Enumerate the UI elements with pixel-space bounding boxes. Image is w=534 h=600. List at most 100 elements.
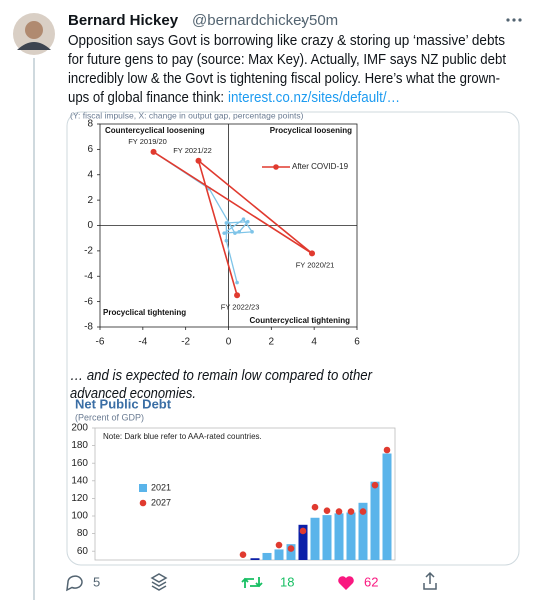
y-tick-label: -4 [84, 271, 93, 282]
note: Note: Dark blue refer to AAA-rated count… [103, 432, 262, 441]
bar [310, 517, 320, 560]
share-button[interactable] [423, 571, 437, 590]
bar [334, 513, 344, 560]
data-point [224, 221, 229, 225]
link[interactable]: interest.co.nz/sites/default/… [228, 89, 400, 106]
data-point [235, 280, 239, 285]
separator: · [300, 12, 305, 29]
y-tick-label: 160 [71, 458, 88, 469]
reply-button[interactable] [66, 575, 83, 592]
bar [250, 558, 260, 560]
y-tick-label: -8 [84, 322, 93, 333]
marker [383, 446, 391, 454]
tweet-text: for future gens to pay (source: Max Key)… [68, 51, 507, 68]
marker [323, 507, 331, 515]
y-tick-label: 6 [87, 144, 93, 155]
x-tick-label: -2 [181, 337, 190, 348]
legend-label: 2021 [151, 482, 171, 492]
data-point [195, 157, 202, 164]
legend-swatch [139, 499, 147, 507]
legend-swatch [139, 484, 147, 492]
quadrant-label: Procyclical tightening [103, 308, 186, 317]
marker [335, 508, 343, 515]
caption: … and is expected to remain low compared… [70, 367, 373, 384]
tweet-text: incredibly low & the Govt is tightening … [68, 70, 500, 87]
quadrant-label: Countercyclical loosening [105, 126, 205, 135]
y-tick-label: 120 [71, 493, 88, 504]
x-tick-label: 2 [269, 337, 275, 348]
y-tick-label: 100 [71, 511, 88, 522]
point-label: FY 2019/20 [128, 137, 167, 146]
y-tick-label: 2 [87, 195, 93, 206]
quadrant-label: Countercyclical tightening [250, 316, 351, 325]
data-point [150, 148, 157, 155]
reply-count: 5 [93, 574, 100, 589]
y-tick-label: 8 [87, 119, 93, 130]
point-label: FY 2022/23 [221, 302, 260, 311]
media-card[interactable] [66, 111, 520, 566]
data-point [233, 231, 237, 235]
chart-subtitle: (Percent of GDP) [75, 412, 144, 422]
y-tick-label: 4 [87, 169, 93, 180]
bar [322, 515, 332, 560]
data-point [234, 292, 241, 299]
x-tick-label: -6 [96, 337, 105, 348]
bar [358, 502, 368, 560]
author-name[interactable]: Bernard Hickey [68, 12, 179, 29]
bar [382, 453, 392, 560]
point-label: FY 2021/22 [173, 146, 212, 155]
data-point [241, 217, 246, 221]
y-tick-label: 200 [71, 423, 88, 434]
marker [359, 508, 367, 515]
marker [239, 551, 247, 559]
data-point [237, 230, 242, 234]
point-label: FY 2020/21 [296, 260, 335, 269]
bar [274, 549, 284, 560]
marker [299, 527, 307, 535]
y-tick-label: 140 [71, 475, 88, 486]
data-point [245, 219, 250, 224]
author-handle[interactable]: @bernardchickey [192, 12, 309, 29]
marker [371, 481, 379, 489]
data-point [250, 230, 254, 234]
y-tick-label: 180 [71, 440, 88, 451]
chart-title: (Y: fiscal impulse, X: change in output … [70, 110, 304, 120]
bar [346, 512, 356, 560]
bar [298, 524, 308, 560]
x-tick-label: 0 [226, 337, 232, 348]
like-count: 62 [364, 574, 378, 589]
bar [286, 544, 296, 560]
retweet-button[interactable] [241, 577, 263, 588]
tweet-text: Opposition says Govt is borrowing like c… [68, 32, 505, 49]
x-tick-label: 4 [311, 337, 317, 348]
y-tick-label: 0 [87, 220, 93, 231]
data-point [222, 231, 227, 235]
marker [287, 545, 295, 552]
plot-frame [94, 427, 396, 561]
marker [347, 508, 355, 515]
legend-label: After COVID-19 [292, 162, 349, 171]
x-tick-label: 6 [354, 337, 360, 348]
marker [275, 541, 283, 549]
legend-label: 2027 [151, 497, 171, 507]
y-tick-label: -6 [84, 296, 93, 307]
y-tick-label: -2 [84, 246, 93, 257]
like-button[interactable] [338, 576, 354, 590]
bar [370, 481, 380, 560]
caption: advanced economies. [70, 385, 196, 402]
legend-swatch [273, 164, 279, 170]
timestamp[interactable]: 50m [309, 12, 338, 29]
more-button[interactable] [506, 18, 522, 22]
y-tick-label: 80 [77, 528, 89, 539]
series-line [153, 151, 313, 296]
y-tick-label: 60 [77, 546, 89, 557]
avatar[interactable] [13, 13, 55, 55]
data-point [309, 250, 316, 257]
tweet-text: ups of global finance think: [68, 89, 224, 106]
marker [311, 503, 319, 511]
chart-title: Net Public Debt [75, 396, 172, 411]
stack-button[interactable] [150, 573, 168, 591]
bar [262, 552, 272, 560]
data-point [224, 238, 229, 243]
